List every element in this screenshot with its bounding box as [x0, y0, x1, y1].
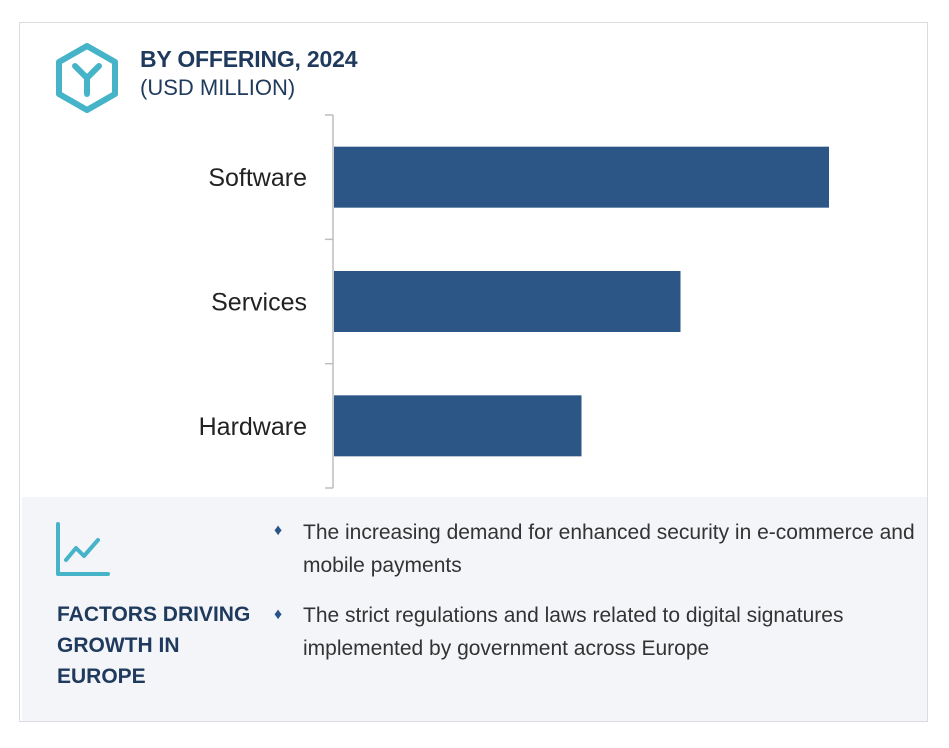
factors-panel — [22, 497, 927, 721]
category-label: Services — [211, 289, 307, 317]
bar-software — [334, 146, 829, 208]
bullet-icon: ♦ — [274, 606, 283, 623]
hexagon-logo-icon — [56, 43, 118, 113]
bar-hardware — [334, 395, 582, 457]
category-label: Hardware — [199, 413, 307, 441]
bar-services — [334, 271, 681, 332]
chart-subtitle: (USD MILLION) — [140, 75, 296, 100]
chart-title: BY OFFERING, 2024 — [140, 46, 358, 72]
factor-item: The strict regulations and laws related … — [303, 604, 844, 660]
factor-item: The increasing demand for enhanced secur… — [303, 521, 915, 577]
category-label: Software — [208, 164, 307, 192]
factors-title: FACTORS DRIVING GROWTH IN EUROPE — [57, 603, 251, 688]
bar-chart: Software Services Hardware — [199, 114, 829, 489]
trend-chart-icon — [56, 522, 110, 576]
bullet-icon: ♦ — [274, 522, 283, 539]
